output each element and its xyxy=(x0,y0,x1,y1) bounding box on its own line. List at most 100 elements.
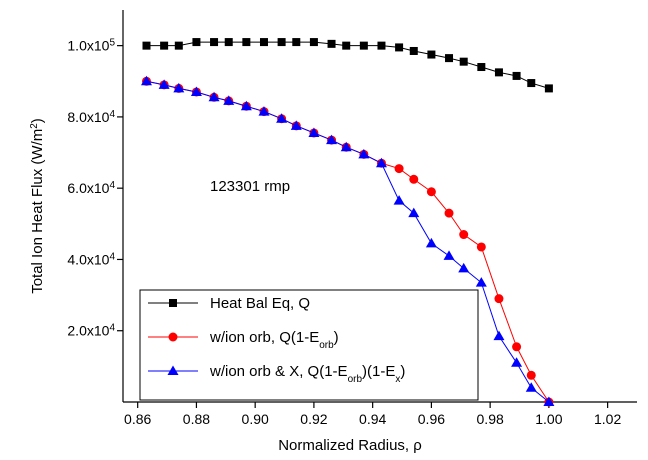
marker-triangle xyxy=(308,127,320,137)
marker-triangle xyxy=(173,82,185,93)
marker-square xyxy=(494,68,503,77)
marker-triangle xyxy=(223,95,235,105)
y-axis-label-part: 2 xyxy=(29,123,40,129)
legend-label-part: x xyxy=(395,374,400,385)
marker-triangle xyxy=(290,120,302,130)
marker-circle xyxy=(512,342,522,352)
marker-square xyxy=(427,50,436,59)
y-tick-label: 8.0x104 xyxy=(67,108,115,125)
marker-circle xyxy=(476,242,486,252)
marker-circle xyxy=(168,332,178,342)
marker-circle xyxy=(526,370,536,380)
y-tick-exponent: 5 xyxy=(109,37,115,48)
x-tick-label: 0.92 xyxy=(300,411,327,427)
marker-square xyxy=(342,41,351,50)
marker-square xyxy=(292,38,301,47)
y-tick-label: 2.0x104 xyxy=(67,322,115,339)
marker-circle xyxy=(494,294,504,304)
marker-triangle xyxy=(408,207,420,218)
marker-square xyxy=(309,38,318,47)
marker-triangle xyxy=(525,382,537,392)
marker-circle xyxy=(394,164,404,174)
marker-circle xyxy=(444,208,454,218)
x-axis-label-part: Normalized Radius, ρ xyxy=(278,437,422,454)
marker-square xyxy=(259,38,268,47)
marker-triangle xyxy=(443,250,455,260)
marker-circle xyxy=(459,230,469,240)
marker-triangle xyxy=(190,86,202,96)
legend-box xyxy=(139,289,479,401)
x-tick-label: 0.98 xyxy=(477,411,504,427)
y-tick-exponent: 4 xyxy=(109,251,115,262)
x-axis-label: Normalized Radius, ρ xyxy=(278,437,422,454)
marker-square xyxy=(210,38,219,47)
marker-square xyxy=(160,41,169,50)
legend-label-part: ) xyxy=(400,363,405,380)
marker-triangle xyxy=(475,277,487,287)
y-axis-label-part: Total Ion Heat Flux (W/m xyxy=(29,129,46,294)
marker-triangle xyxy=(543,396,555,406)
x-tick-label: 0.86 xyxy=(124,411,151,427)
marker-square xyxy=(445,54,454,63)
marker-triangle xyxy=(258,106,270,116)
y-tick-label: 4.0x104 xyxy=(67,251,115,268)
y-tick-base: 4.0x10 xyxy=(67,251,109,267)
marker-square xyxy=(527,79,536,88)
y-axis-label: Total Ion Heat Flux (W/m2) xyxy=(29,118,47,294)
y-tick-exponent: 4 xyxy=(109,180,115,191)
y-tick-label: 6.0x104 xyxy=(67,180,115,197)
marker-triangle xyxy=(326,134,338,145)
x-tick-label: 1.00 xyxy=(535,411,562,427)
marker-triangle xyxy=(167,365,179,375)
marker-triangle xyxy=(493,330,505,341)
legend-label-part: orb xyxy=(348,374,363,385)
marker-circle xyxy=(409,174,419,184)
marker-triangle xyxy=(208,91,220,102)
y-tick-base: 2.0x10 xyxy=(67,323,109,339)
marker-square xyxy=(142,41,151,50)
marker-triangle xyxy=(458,262,470,273)
marker-square xyxy=(477,63,486,72)
legend-label-part: orb xyxy=(319,340,334,351)
y-tick-base: 6.0x10 xyxy=(67,180,109,196)
marker-triangle xyxy=(140,75,152,86)
x-tick-label: 0.90 xyxy=(242,411,269,427)
marker-square xyxy=(395,43,404,52)
marker-square xyxy=(359,41,368,50)
marker-square xyxy=(327,39,336,48)
marker-square xyxy=(544,84,553,93)
marker-triangle xyxy=(340,141,352,152)
legend-label-part: )(1-E xyxy=(362,363,395,380)
legend-label-part: w/ion orb & X, Q(1-E xyxy=(209,363,348,380)
marker-square xyxy=(224,38,233,47)
marker-square xyxy=(174,41,183,50)
x-tick-label: 1.02 xyxy=(594,411,621,427)
marker-triangle xyxy=(511,357,523,367)
marker-square xyxy=(409,46,418,55)
x-tick-label: 0.88 xyxy=(183,411,210,427)
marker-square xyxy=(192,38,201,47)
marker-square xyxy=(459,57,468,66)
marker-circle xyxy=(426,187,436,197)
legend-label-part: Heat Bal Eq, Q xyxy=(210,295,310,312)
marker-triangle xyxy=(276,113,288,123)
x-tick-label: 0.96 xyxy=(418,411,445,427)
marker-triangle xyxy=(393,195,405,205)
y-axis-label-part: ) xyxy=(29,118,46,123)
legend-label: Heat Bal Eq, Q xyxy=(210,295,310,312)
legend-label: w/ion orb, Q(1-Eorb) xyxy=(209,329,339,351)
marker-square xyxy=(242,38,251,47)
marker-triangle xyxy=(358,148,370,159)
marker-triangle xyxy=(375,157,387,168)
y-tick-exponent: 4 xyxy=(109,322,115,333)
legend-label-part: ) xyxy=(334,329,339,346)
annotation: 123301 rmp xyxy=(210,178,290,195)
x-tick-label: 0.94 xyxy=(359,411,386,427)
marker-square xyxy=(277,38,286,47)
marker-triangle xyxy=(240,100,252,111)
marker-square xyxy=(377,41,386,50)
legend-label: w/ion orb & X, Q(1-Eorb)(1-Ex) xyxy=(209,363,405,385)
y-tick-exponent: 4 xyxy=(109,108,115,119)
marker-triangle xyxy=(425,237,437,248)
